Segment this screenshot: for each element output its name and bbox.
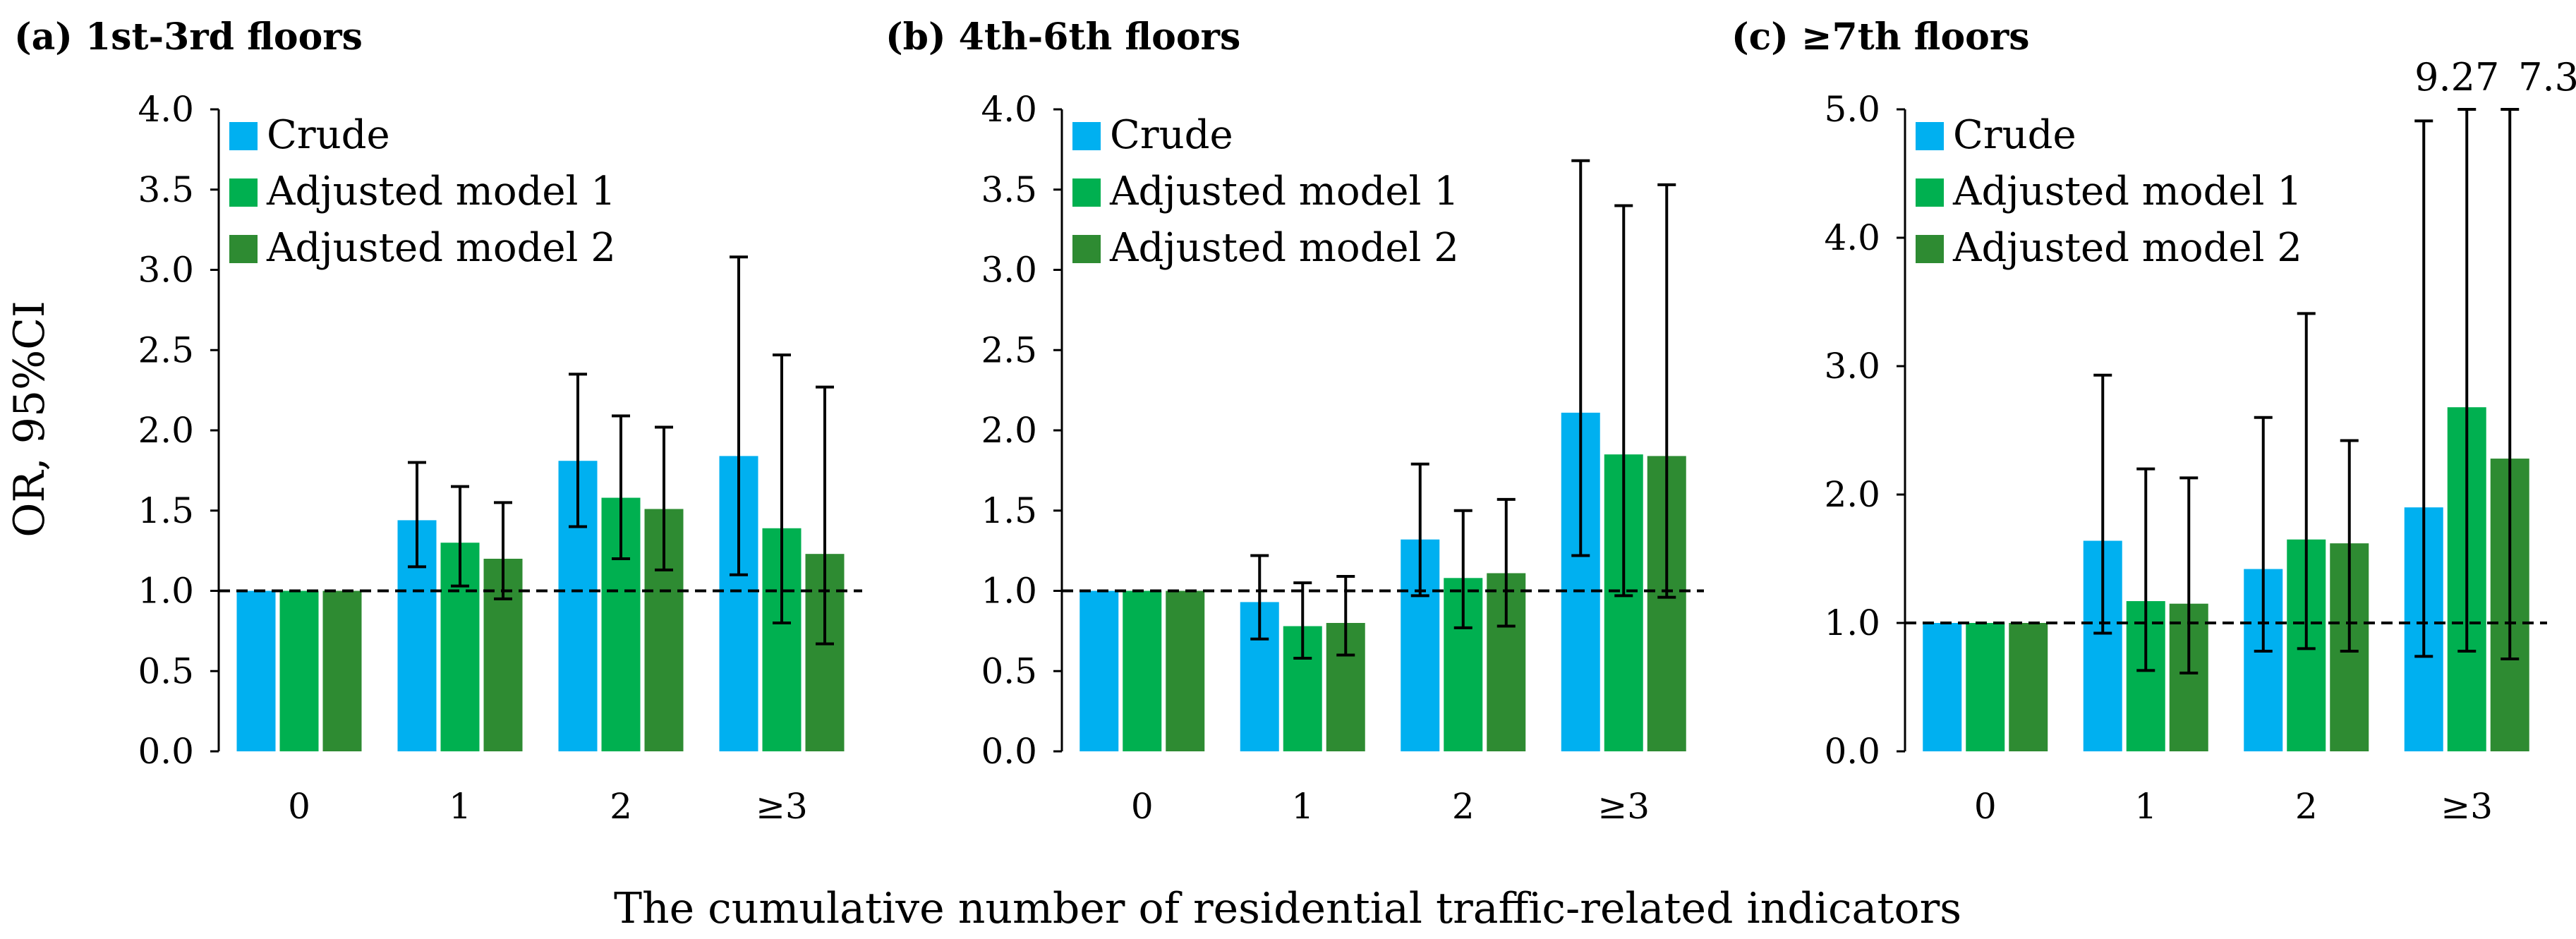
legend: Crude Adjusted model 1 Adjusted model 2 [1072, 112, 1459, 271]
bar-adjusted-model-2 [2009, 623, 2048, 751]
y-tick-label: 4.0 [138, 89, 194, 130]
bar-adjusted-model-1 [1123, 590, 1162, 751]
chart-panel-3: (c) ≥7th floors 0.0 1.0 2.0 3.0 4.0 5.0 0 1 2 ≥3 Cr… [1731, 16, 2576, 827]
chart-panel-2: (b) 4th-6th floors 0.0 0.5 1.0 1.5 2.0 2.5 3.0 3… [885, 16, 1704, 827]
legend-label: Adjusted model 2 [1952, 225, 2302, 271]
y-tick-label: 3.0 [138, 250, 194, 291]
legend-swatch [229, 122, 258, 150]
legend-swatch [1072, 122, 1101, 150]
x-tick-label: 0 [288, 786, 310, 827]
x-tick-label: 1 [2134, 786, 2157, 827]
x-tick-label: 2 [2295, 786, 2318, 827]
bar-crude [236, 590, 276, 751]
legend-label: Adjusted model 1 [266, 169, 616, 214]
bar-crude [1080, 590, 1119, 751]
legend-label: Crude [1110, 112, 1233, 158]
chart-panel-1: (a) 1st-3rd floors 0.0 0.5 1.0 1.5 2.0 2.5 3.0 3… [14, 16, 862, 827]
y-tick-label: 1.5 [138, 490, 194, 531]
legend-label: Crude [1953, 112, 2076, 158]
y-tick-label: 1.0 [138, 571, 194, 612]
x-tick-label: 1 [1291, 786, 1314, 827]
panel-title: (c) ≥7th floors [1731, 16, 2030, 59]
x-tick-label: 2 [1452, 786, 1475, 827]
y-tick-label: 3.5 [981, 169, 1037, 210]
legend-swatch [1916, 235, 1944, 263]
y-tick-label: 4.0 [981, 89, 1037, 130]
x-tick-label: 2 [610, 786, 632, 827]
y-tick-label: 0.5 [981, 650, 1037, 691]
truncated-value-label: 7.32 [2518, 55, 2576, 99]
legend-label: Crude [267, 112, 390, 158]
legend-label: Adjusted model 1 [1952, 169, 2302, 214]
legend-swatch [1072, 235, 1101, 263]
y-tick-label: 2.5 [138, 329, 194, 370]
y-tick-label: 0.5 [138, 650, 194, 691]
legend-label: Adjusted model 2 [1109, 225, 1459, 271]
bar-adjusted-model-2 [1166, 590, 1205, 751]
y-tick-label: 2.0 [1824, 474, 1880, 515]
y-tick-label: 1.0 [1824, 602, 1880, 643]
y-tick-label: 3.0 [981, 250, 1037, 291]
x-axis-label: The cumulative number of residential tra… [614, 884, 1961, 933]
bar-crude [1923, 623, 1962, 751]
y-tick-label: 1.0 [981, 571, 1037, 612]
y-axis-label: OR, 95%CI [5, 301, 54, 537]
y-tick-label: 3.0 [1824, 346, 1880, 387]
y-tick-label: 2.0 [981, 410, 1037, 451]
bar-adjusted-model-2 [322, 590, 362, 751]
y-tick-label: 4.0 [1824, 217, 1880, 258]
y-tick-label: 2.0 [138, 410, 194, 451]
bar-adjusted-model-1 [1966, 623, 2005, 751]
legend-swatch [1916, 122, 1944, 150]
x-tick-label: 1 [449, 786, 471, 827]
panel-title: (a) 1st-3rd floors [14, 16, 363, 59]
y-tick-label: 0.0 [981, 731, 1037, 772]
y-tick-label: 0.0 [1824, 731, 1880, 772]
y-tick-label: 2.5 [981, 329, 1037, 370]
legend-label: Adjusted model 2 [266, 225, 616, 271]
legend-swatch [1916, 178, 1944, 207]
truncated-value-label: 9.27 [2414, 55, 2499, 99]
x-tick-label: 0 [1131, 786, 1154, 827]
y-tick-label: 3.5 [138, 169, 194, 210]
x-tick-label: ≥3 [1597, 786, 1650, 827]
legend-swatch [229, 178, 258, 207]
legend-label: Adjusted model 1 [1109, 169, 1459, 214]
y-tick-label: 5.0 [1824, 89, 1880, 130]
y-tick-label: 0.0 [138, 731, 194, 772]
panels: (a) 1st-3rd floors 0.0 0.5 1.0 1.5 2.0 2.5 3.0 3… [14, 16, 2576, 827]
x-tick-label: 0 [1974, 786, 1997, 827]
y-tick-label: 1.5 [981, 490, 1037, 531]
x-tick-label: ≥3 [756, 786, 808, 827]
legend: Crude Adjusted model 1 Adjusted model 2 [1916, 112, 2302, 271]
legend: Crude Adjusted model 1 Adjusted model 2 [229, 112, 616, 271]
bar-adjusted-model-1 [279, 590, 319, 751]
x-tick-label: ≥3 [2441, 786, 2493, 827]
legend-swatch [229, 235, 258, 263]
legend-swatch [1072, 178, 1101, 207]
panel-title: (b) 4th-6th floors [885, 16, 1240, 59]
